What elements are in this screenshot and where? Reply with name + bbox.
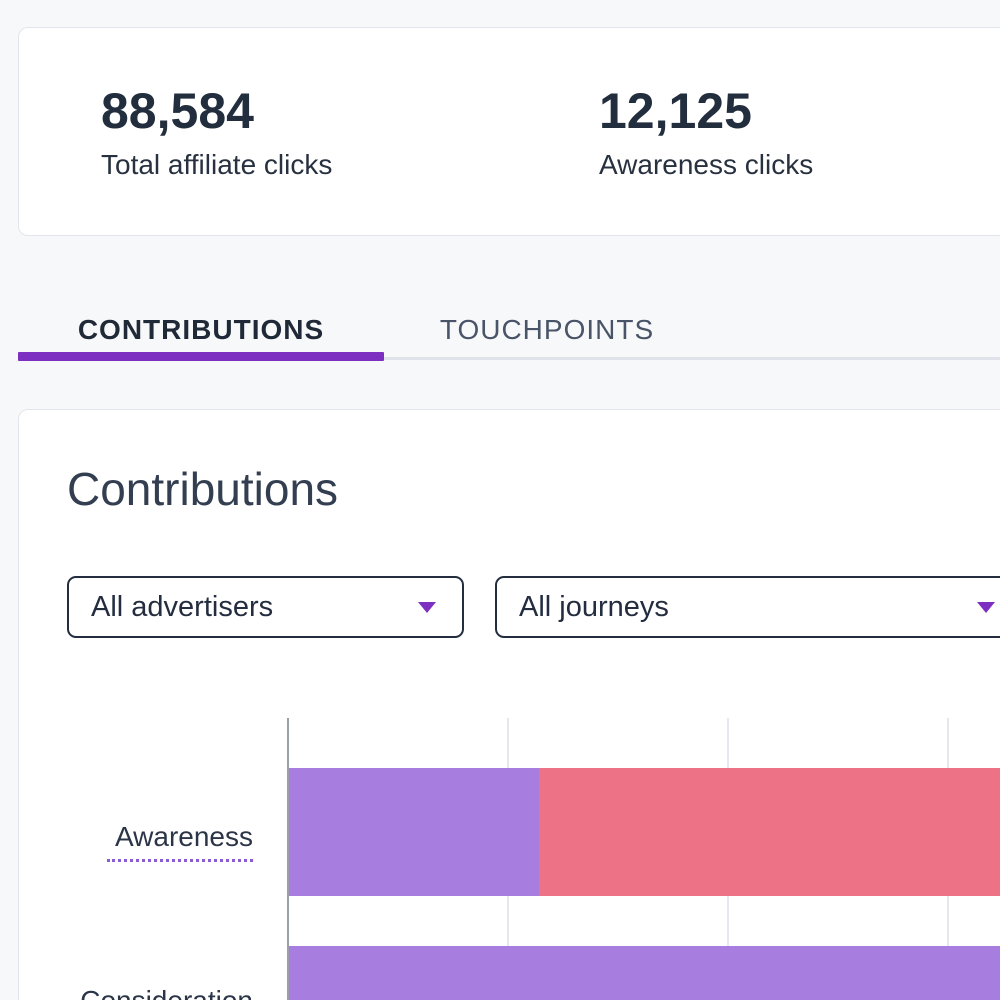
journeys-dropdown-value: All journeys: [519, 590, 669, 623]
bar-segment-red[interactable]: [539, 768, 1000, 896]
caret-down-icon: [977, 602, 995, 613]
bar-row-awareness: [289, 768, 1000, 896]
journeys-dropdown[interactable]: All journeys: [495, 576, 1000, 638]
tab-divider-line: [18, 357, 1000, 360]
summary-stats-card: 88,584 Total affiliate clicks 12,125 Awa…: [18, 27, 1000, 236]
stat-awareness-clicks: 12,125 Awareness clicks: [599, 28, 813, 183]
active-tab-indicator: [18, 352, 384, 361]
category-label-underline: [107, 859, 253, 862]
caret-down-icon: [418, 602, 436, 613]
stat-label: Awareness clicks: [599, 149, 814, 180]
tab-bar: CONTRIBUTIONS TOUCHPOINTS: [0, 300, 1000, 362]
category-label-awareness[interactable]: Awareness: [114, 821, 253, 852]
tab-contributions[interactable]: CONTRIBUTIONS: [77, 314, 325, 345]
stat-value: 88,584: [101, 83, 254, 139]
stat-total-affiliate-clicks: 88,584 Total affiliate clicks: [101, 28, 332, 183]
category-label-consideration[interactable]: Consideration: [60, 984, 253, 1000]
bar-segment-purple[interactable]: [289, 768, 539, 896]
stat-value: 12,125: [599, 83, 752, 139]
stat-label: Total affiliate clicks: [101, 149, 333, 180]
bar-segment-purple[interactable]: [289, 946, 1000, 1000]
advertisers-dropdown-value: All advertisers: [91, 590, 274, 623]
advertisers-dropdown[interactable]: All advertisers: [67, 576, 464, 638]
contributions-panel: Contributions All advertisers All journe…: [18, 409, 1000, 1000]
chart-y-axis-line: [287, 718, 289, 1000]
bar-row-consideration: [289, 946, 1000, 1000]
tab-touchpoints[interactable]: TOUCHPOINTS: [439, 314, 655, 345]
panel-title: Contributions: [67, 463, 339, 515]
